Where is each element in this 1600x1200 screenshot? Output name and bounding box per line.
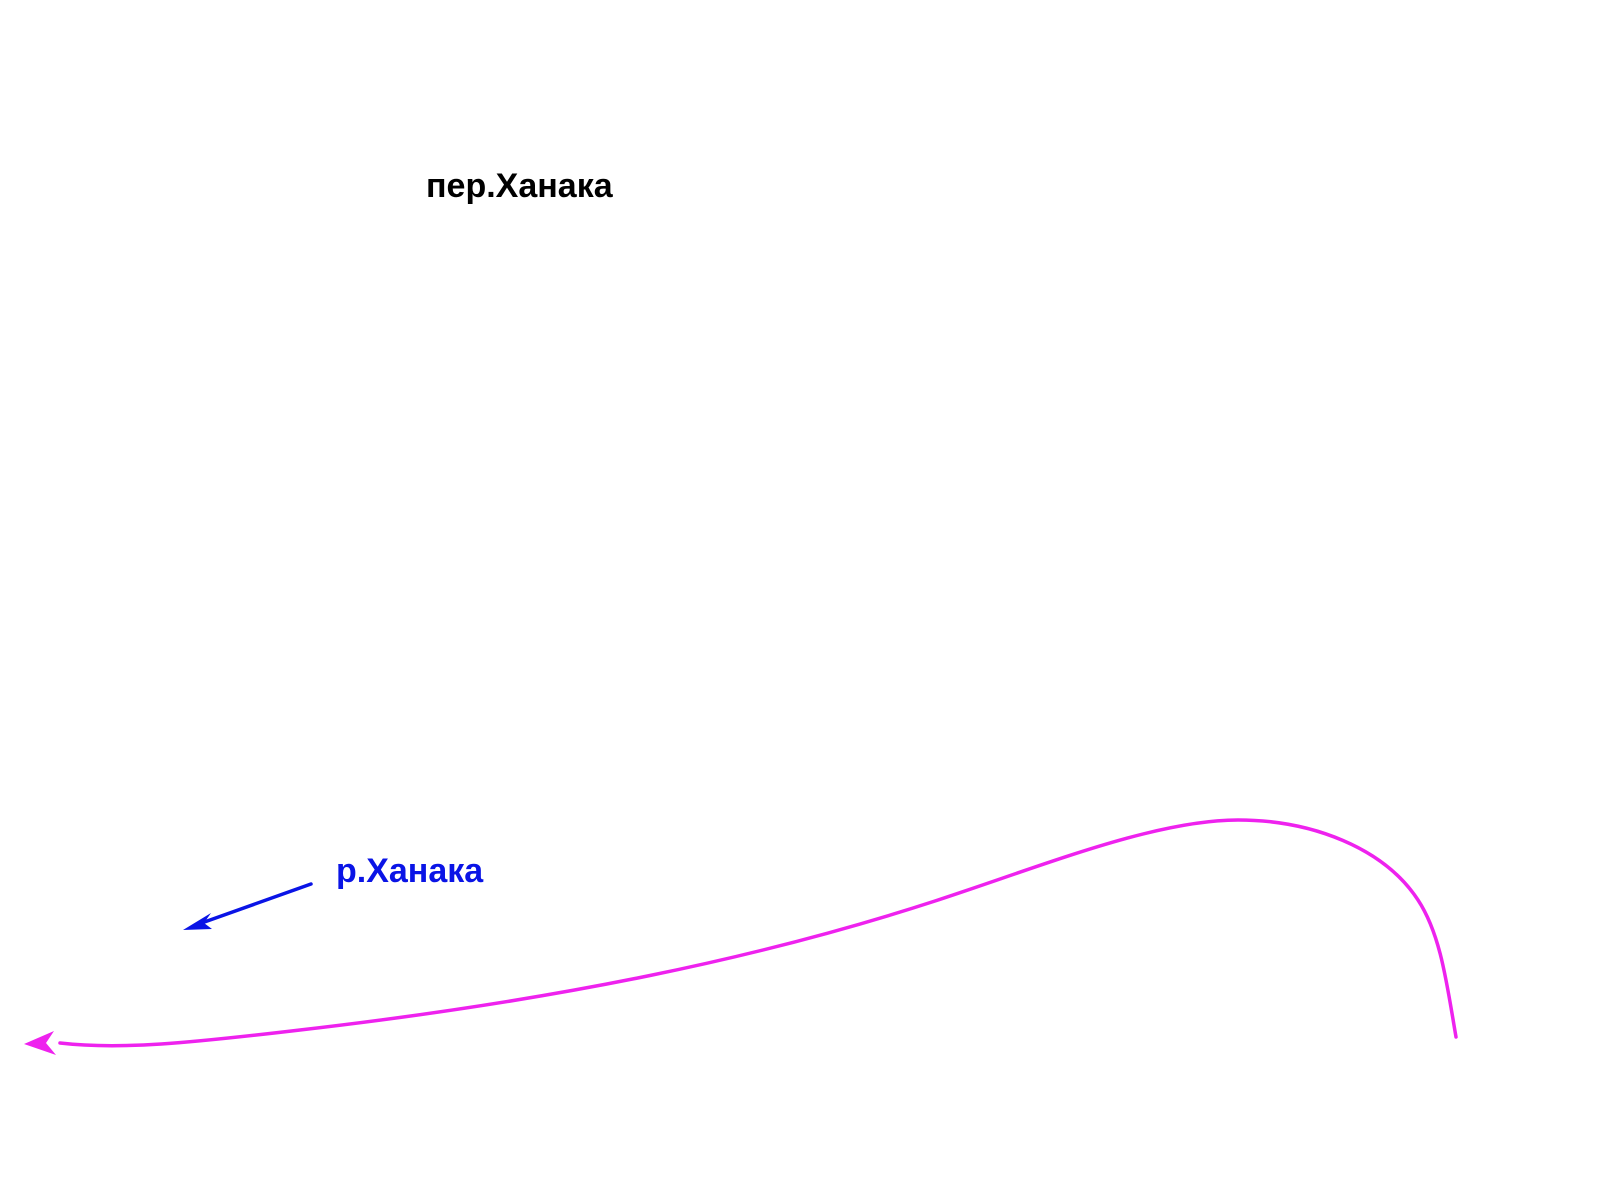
river-pointer	[183, 882, 313, 930]
river-pointer-arrowhead-icon	[183, 913, 212, 930]
route-line	[58, 818, 1458, 1048]
route-track	[24, 818, 1458, 1055]
route-arrowhead-icon	[24, 1031, 56, 1055]
pass-label: пер.Ханака	[426, 167, 613, 205]
river-label: р.Ханака	[336, 852, 484, 890]
river-pointer-line	[194, 882, 313, 927]
